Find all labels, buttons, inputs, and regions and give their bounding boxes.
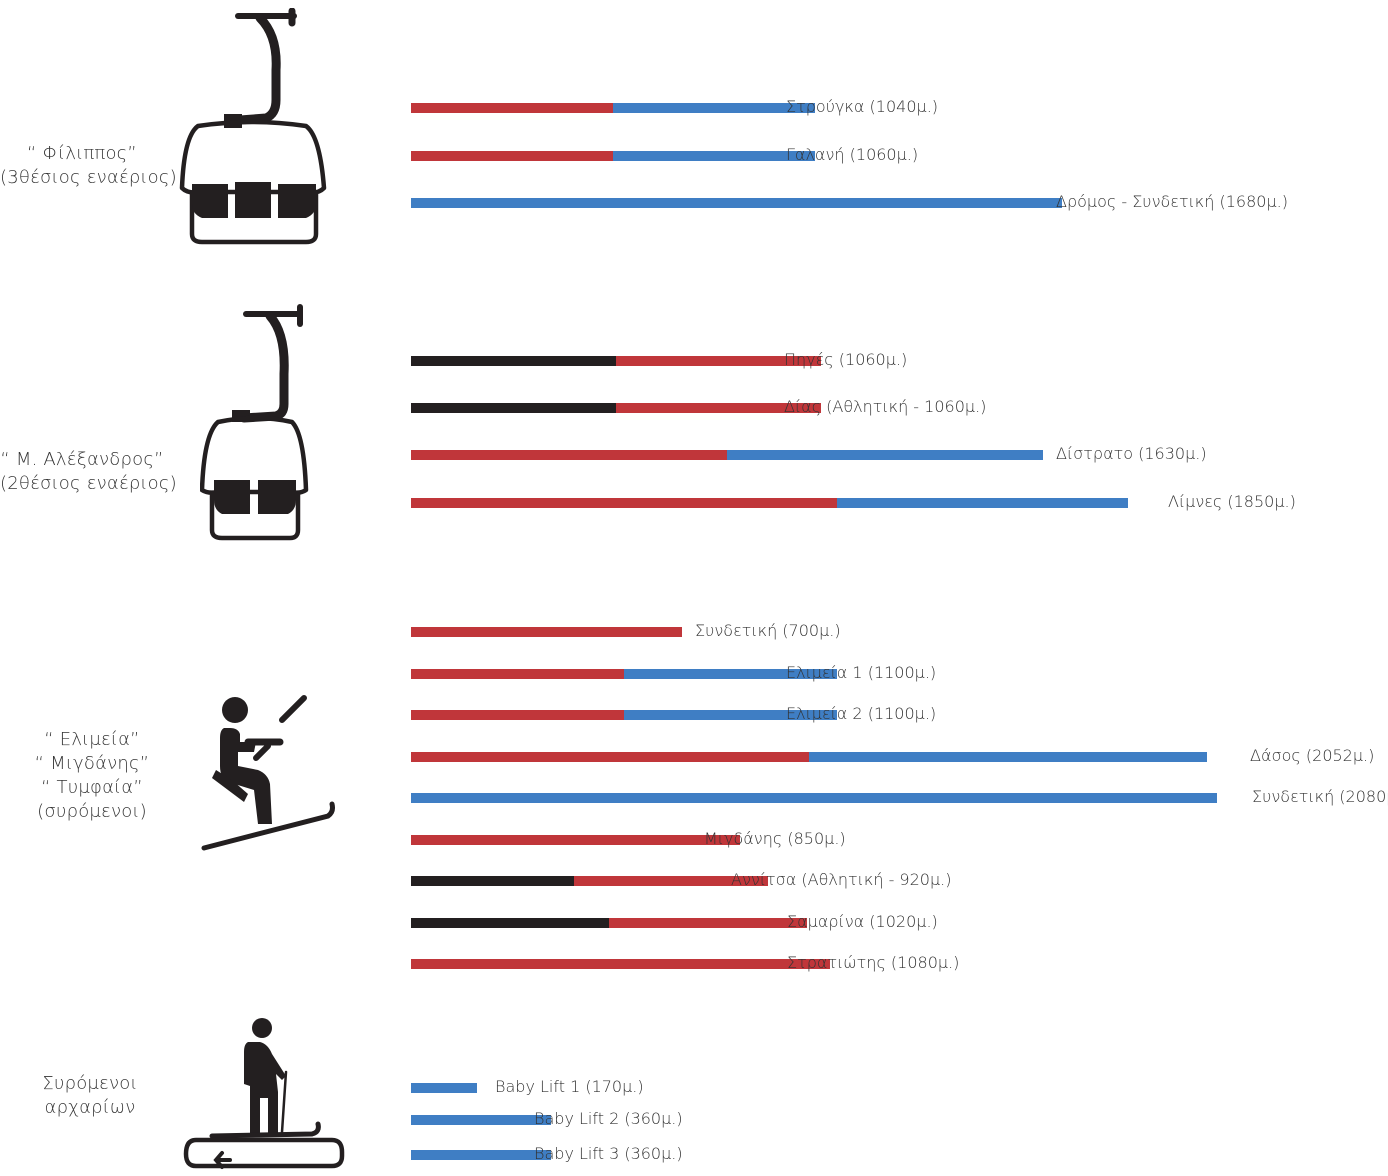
lift-bar-segment-red (574, 876, 768, 886)
chairlift-3-seat-icon (179, 8, 327, 245)
lift-bar (411, 752, 1207, 762)
lift-bar (411, 710, 837, 720)
lift-bar-segment-red (411, 450, 727, 460)
beginner-conveyor-skier-icon (183, 1018, 345, 1169)
lift-bar (411, 1083, 477, 1093)
lift-label: Συνδετική (700μ.) (695, 621, 841, 640)
lift-bar-segment-red (411, 627, 682, 637)
lift-bar (411, 959, 830, 969)
group-label-filippos: “ Φίλιππος” (3θέσιος εναέριος) (0, 143, 177, 188)
lift-bar (411, 835, 740, 845)
lift-bar-segment-red (616, 356, 821, 366)
lift-bar-segment-red (411, 103, 613, 113)
lift-label: Γαλανή (1060μ.) (786, 145, 919, 164)
lift-bar-segment-black (411, 403, 616, 413)
lift-bar (411, 450, 1043, 460)
lift-label: Στρούγκα (1040μ.) (786, 97, 939, 116)
lift-label: Δάσος (2052μ.) (1250, 746, 1375, 765)
lift-bar-segment-blue (411, 198, 1062, 208)
lift-label: Πηγές (1060μ.) (784, 350, 908, 369)
lift-bar (411, 918, 807, 928)
lift-bar-segment-blue (837, 498, 1128, 508)
lift-bar-segment-blue (809, 752, 1207, 762)
lift-bar-segment-blue (613, 103, 815, 113)
lift-bar (411, 356, 821, 366)
lift-bar-segment-blue (613, 151, 815, 161)
lift-bar (411, 627, 682, 637)
lift-bar-segment-blue (624, 710, 837, 720)
lift-bar-segment-black (411, 918, 609, 928)
lift-label: Λίμνες (1850μ.) (1168, 492, 1296, 511)
lift-bar (411, 876, 768, 886)
lift-bar (411, 669, 837, 679)
lift-bar (411, 793, 1217, 803)
lift-bar-segment-blue (624, 669, 837, 679)
lift-bar (411, 103, 815, 113)
lift-bar-segment-blue (411, 1115, 551, 1125)
lift-label: Baby Lift 1 (170μ.) (495, 1077, 644, 1096)
lift-bar-segment-red (609, 918, 807, 928)
lift-bar (411, 498, 1128, 508)
lift-label: Αννίτσα (Αθλητική - 920μ.) (731, 870, 952, 889)
lift-bar (411, 403, 821, 413)
lift-bar-segment-blue (411, 793, 1217, 803)
lift-label: Ελιμεία 2 (1100μ.) (786, 704, 937, 723)
lift-label: Σαμαρίνα (1020μ.) (787, 912, 938, 931)
lift-label: Δίας (Αθλητική - 1060μ.) (784, 397, 987, 416)
group-label-surface-lifts: “ Ελιμεία” “ Μιγδάνης” “ Τυμφαία” (συρόμ… (34, 729, 150, 822)
lift-bar-segment-red (411, 835, 740, 845)
lift-label: Δίστρατο (1630μ.) (1056, 444, 1207, 463)
lift-bar (411, 1150, 551, 1160)
surface-lift-skier-icon (201, 695, 335, 851)
lift-bar-segment-blue (727, 450, 1043, 460)
lift-label: Συνδετική (2080μ.) (1252, 787, 1388, 806)
lift-bar-segment-blue (411, 1083, 477, 1093)
group-label-beginners: Συρόμενοι αρχαρίων (42, 1073, 138, 1118)
lift-bar-segment-blue (411, 1150, 551, 1160)
chairlift-2-seat-icon (200, 304, 309, 541)
lift-bar-segment-red (411, 710, 624, 720)
lift-bar-segment-black (411, 356, 616, 366)
lift-bar-segment-red (616, 403, 821, 413)
lift-label: Δρόμος - Συνδετική (1680μ.) (1056, 192, 1288, 211)
lift-label: Μιγδάνης (850μ.) (704, 829, 846, 848)
lift-bar (411, 1115, 551, 1125)
lift-bar (411, 151, 815, 161)
lift-label: Baby Lift 3 (360μ.) (534, 1144, 683, 1163)
lift-bar-segment-red (411, 752, 809, 762)
lift-label: Ελιμεία 1 (1100μ.) (786, 663, 937, 682)
lift-bar (411, 198, 1062, 208)
lift-bar-segment-red (411, 151, 613, 161)
lift-bar-segment-red (411, 959, 830, 969)
lift-bar-segment-red (411, 669, 624, 679)
group-label-m-alexandros: “ Μ. Αλέξανδρος” (2θέσιος εναέριος) (0, 449, 177, 494)
lift-label: Στρατιώτης (1080μ.) (787, 953, 960, 972)
lift-bar-segment-red (411, 498, 837, 508)
lift-bar-segment-black (411, 876, 574, 886)
lift-label: Baby Lift 2 (360μ.) (534, 1109, 683, 1128)
